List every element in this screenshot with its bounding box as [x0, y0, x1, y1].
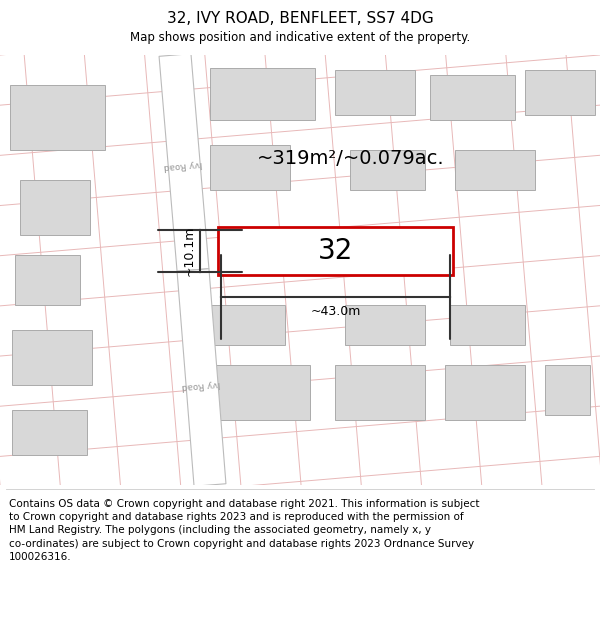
Bar — [12, 330, 92, 385]
Polygon shape — [159, 54, 209, 271]
Bar — [335, 365, 425, 420]
Bar — [218, 227, 453, 275]
Text: ~43.0m: ~43.0m — [310, 305, 361, 318]
Bar — [450, 305, 525, 345]
Bar — [445, 365, 525, 420]
Bar — [545, 365, 590, 415]
Bar — [210, 365, 310, 420]
Bar — [210, 68, 315, 120]
Bar — [15, 255, 80, 305]
Text: 32, IVY ROAD, BENFLEET, SS7 4DG: 32, IVY ROAD, BENFLEET, SS7 4DG — [167, 11, 433, 26]
Bar — [210, 145, 290, 190]
Text: Ivy Road: Ivy Road — [181, 379, 221, 391]
Bar — [10, 85, 105, 150]
Text: ~319m²/~0.079ac.: ~319m²/~0.079ac. — [257, 149, 445, 169]
Bar — [350, 150, 425, 190]
Bar — [525, 70, 595, 115]
Bar — [20, 180, 90, 235]
Bar — [455, 150, 535, 190]
Bar — [430, 75, 515, 120]
Text: Map shows position and indicative extent of the property.: Map shows position and indicative extent… — [130, 31, 470, 44]
Text: Contains OS data © Crown copyright and database right 2021. This information is : Contains OS data © Crown copyright and d… — [9, 499, 479, 562]
Polygon shape — [177, 269, 226, 486]
Text: Ivy Road: Ivy Road — [163, 159, 203, 171]
Bar — [210, 305, 285, 345]
Bar — [12, 410, 87, 455]
Text: 32: 32 — [318, 237, 353, 265]
Bar — [345, 305, 425, 345]
Bar — [335, 70, 415, 115]
Text: ~10.1m: ~10.1m — [183, 226, 196, 276]
